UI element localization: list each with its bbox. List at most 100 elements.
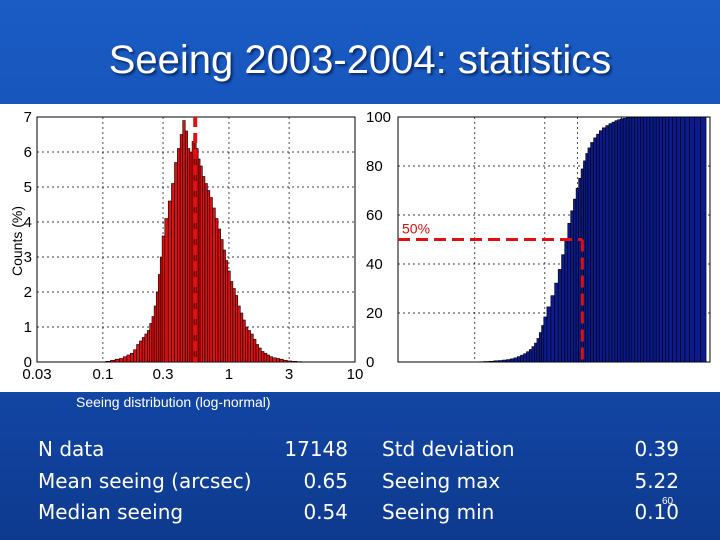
cumulative-bar [625, 117, 630, 363]
histogram-bar [189, 151, 193, 363]
histogram-bar [122, 356, 128, 363]
histogram-bar [141, 337, 146, 363]
cumulative-bar [520, 354, 524, 363]
cumulative-bar [605, 125, 610, 363]
stat-value-mean: 0.65 [303, 469, 348, 493]
histogram-bar [199, 165, 203, 363]
histogram-bar [282, 359, 288, 363]
page-number: 60 [662, 496, 674, 507]
cumulative-bar [619, 118, 624, 363]
stat-value-median: 0.54 [303, 500, 348, 524]
histogram-bar [139, 340, 143, 363]
histogram-bar [151, 316, 155, 363]
histogram-bar [275, 358, 280, 363]
histogram-bar [171, 183, 175, 363]
cumulative-bar [564, 238, 569, 363]
histogram-bar [272, 357, 277, 363]
histogram-bar [260, 351, 265, 363]
cumulative-bar [622, 117, 627, 363]
histogram-grid [37, 117, 355, 362]
cumulative-x-ticks: 0.1 0.3 0.5 1 3 [464, 372, 695, 389]
cumulative-bar [631, 116, 636, 363]
cumulative-ytick-label: 40 [366, 256, 383, 273]
cumulative-xtick-label: 0.5 [567, 372, 588, 389]
histogram-xtick-label: 1 [225, 366, 233, 383]
histogram-bar [229, 281, 234, 363]
cumulative-bar [510, 358, 515, 363]
cumulative-bar [498, 360, 503, 363]
histogram-xtick-label: 10 [347, 366, 364, 383]
histogram-ytick-label: 4 [24, 214, 32, 231]
stat-label-std: Std deviation [382, 437, 515, 461]
cumulative-ytick-label: 60 [366, 207, 383, 224]
histogram-x-ticks: 0.03 0.1 0.3 1 3 10 [22, 366, 363, 383]
histogram-bar [247, 330, 251, 363]
cumulative-bar [590, 142, 594, 363]
stat-value-max: 5.22 [634, 469, 679, 493]
cumulative-y-ticks: 0 20 40 60 80 100 [366, 109, 391, 371]
histogram-ytick-label: 1 [24, 319, 32, 336]
cumulative-bar [585, 153, 589, 363]
cumulative-bar [700, 116, 707, 363]
cumulative-bar [602, 127, 607, 363]
histogram-bar [242, 319, 246, 363]
histogram-bar [212, 207, 216, 363]
histogram-bar [126, 354, 131, 363]
chart-caption: Seeing distribution (log-normal) [76, 394, 271, 410]
cumulative-bar [611, 121, 616, 363]
histogram-xtick-label: 3 [285, 366, 293, 383]
cumulative-bar [694, 116, 701, 363]
histogram-xtick-label: 0.03 [22, 366, 51, 383]
histogram-bar [155, 291, 159, 363]
histogram-bar [225, 260, 229, 363]
histogram-bar [202, 176, 206, 363]
cumulative-bar [488, 360, 495, 363]
stat-value-std: 0.39 [634, 437, 679, 461]
histogram-bar [279, 358, 284, 363]
cumulative-bar [534, 342, 538, 363]
histogram-bar [291, 360, 297, 363]
cumulative-50-label: 50% [402, 221, 430, 237]
histogram-ytick-label: 6 [24, 144, 32, 161]
histogram-y-ticks: 0 1 2 3 4 5 6 7 [24, 109, 32, 371]
cumulative-bar [672, 116, 678, 363]
histogram-bar [220, 239, 224, 363]
histogram-ytick-label: 0 [24, 354, 32, 371]
histogram-bar [250, 333, 254, 363]
cumulative-bar [513, 357, 518, 363]
cumulative-bar [575, 187, 579, 363]
stat-label-n-data: N data [38, 437, 105, 461]
histogram-bar [182, 120, 186, 363]
stat-label-max: Seeing max [382, 469, 501, 493]
histogram-bar [129, 352, 134, 363]
cumulative-bar [652, 116, 657, 363]
histogram-bar [245, 326, 249, 363]
stat-label-min: Seeing min [382, 500, 495, 524]
histogram-bar [187, 148, 191, 363]
cumulative-bar [523, 353, 527, 363]
cumulative-bar [578, 177, 582, 363]
cumulative-bar [587, 147, 591, 363]
cumulative-bar [567, 223, 571, 363]
cumulative-ytick-label: 20 [366, 305, 383, 322]
histogram-ytick-label: 5 [24, 179, 32, 196]
cumulative-xtick-label: 0.1 [464, 372, 485, 389]
histogram-bar [235, 295, 239, 363]
cumulative-bar [640, 116, 645, 363]
histogram-median-label: 0.5 [185, 367, 205, 383]
cumulative-xtick-label: 0.3 [534, 372, 555, 389]
histogram-bar [118, 358, 124, 363]
cumulative-bar [608, 123, 613, 363]
cumulative-bar [628, 117, 633, 363]
cumulative-bar [617, 119, 621, 363]
histogram-bar [204, 183, 208, 363]
cumulative-bar [593, 137, 597, 363]
cumulative-bar [570, 210, 574, 363]
stat-label-mean: Mean seeing (arcsec) [38, 469, 252, 493]
histogram-ylabel: Counts (%) [9, 206, 25, 276]
cumulative-bar [541, 325, 545, 363]
histogram-bar [164, 218, 169, 363]
cumulative-bar [538, 332, 542, 363]
cumulative-bar [506, 359, 511, 363]
histogram-bar [232, 288, 236, 363]
